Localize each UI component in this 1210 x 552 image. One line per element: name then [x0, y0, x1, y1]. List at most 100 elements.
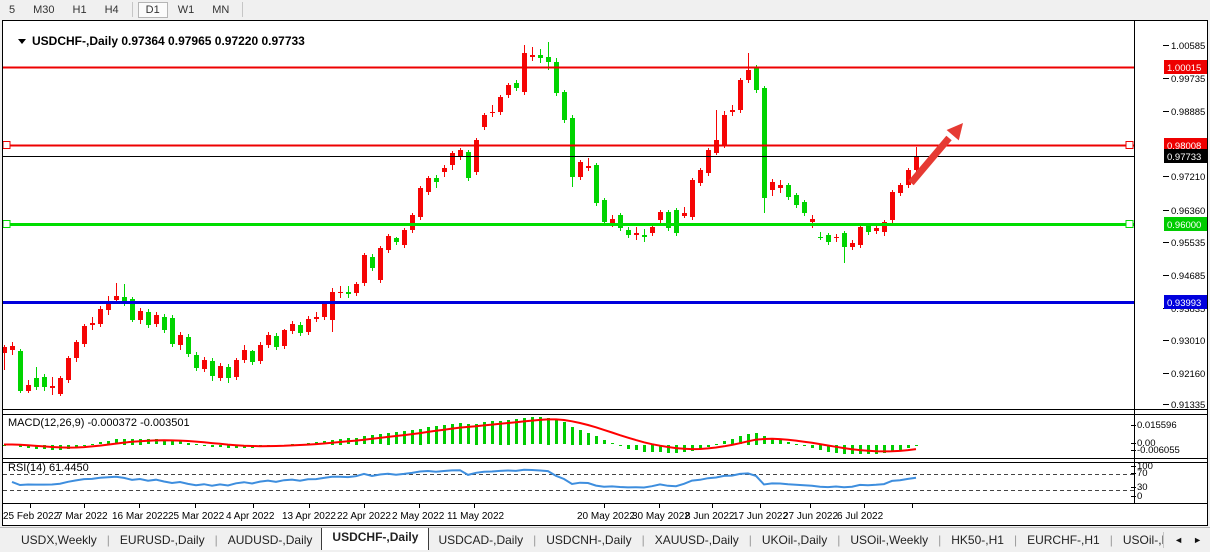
candle — [434, 178, 439, 182]
candle — [426, 178, 431, 192]
chart-tab-hk50-h1[interactable]: HK50-,H1 — [951, 533, 1004, 547]
date-axis-label: 6 Jul 2022 — [837, 511, 884, 522]
candle — [66, 358, 71, 380]
line-handle[interactable] — [3, 219, 11, 229]
candle — [458, 150, 463, 157]
macd-histogram-bar — [443, 425, 446, 444]
date-axis-label: 20 May 2022 — [577, 511, 635, 522]
candle — [706, 150, 711, 173]
candle — [50, 386, 55, 388]
candle — [554, 62, 559, 93]
chart-tab-audusd-daily[interactable]: AUDUSD-,Daily — [227, 533, 313, 547]
candle — [98, 309, 103, 324]
candle — [466, 152, 471, 178]
macd-histogram-bar — [99, 442, 102, 444]
candle — [858, 227, 863, 245]
candle — [442, 168, 447, 172]
candle — [778, 185, 783, 188]
timeframe-button-W1[interactable]: W1 — [177, 3, 195, 16]
macd-histogram-bar — [523, 418, 526, 445]
candle — [418, 188, 423, 217]
candle — [130, 299, 135, 320]
chart-tab-eurchf-h1[interactable]: EURCHF-,H1 — [1027, 533, 1100, 547]
candle — [378, 248, 383, 280]
chart-tab-usdcnh-daily[interactable]: USDCNH-,Daily — [546, 533, 632, 547]
macd-histogram-bar — [379, 434, 382, 444]
timeframe-button-M30[interactable]: M30 — [33, 3, 55, 16]
macd-histogram-bar — [875, 445, 878, 454]
rsi-line — [11, 468, 917, 489]
macd-histogram-bar — [203, 445, 206, 446]
candle — [842, 233, 847, 247]
macd-histogram-bar — [651, 445, 654, 452]
chart-tab-ukoil-daily[interactable]: UKOil-,Daily — [761, 533, 828, 547]
candle — [122, 297, 127, 304]
line-handle[interactable] — [1125, 140, 1134, 150]
macd-histogram-bar — [659, 445, 662, 452]
macd-histogram-bar — [27, 445, 30, 448]
candle — [906, 170, 911, 185]
chart-area[interactable]: USDCHF-,Daily 0.97364 0.97965 0.97220 0.… — [3, 21, 1207, 525]
candle — [506, 85, 511, 95]
timeframe-button-H1[interactable]: H1 — [72, 3, 87, 16]
symbol-dropdown-icon[interactable] — [18, 39, 26, 44]
candle — [266, 335, 271, 345]
candle — [194, 355, 199, 368]
timeframe-button-H4[interactable]: H4 — [104, 3, 119, 16]
macd-histogram-bar — [155, 439, 158, 444]
tab-separator: | — [1109, 533, 1113, 547]
macd-label: MACD(12,26,9) -0.000372 -0.003501 — [8, 417, 190, 429]
price-axis-label: 0.99735 — [1171, 74, 1205, 85]
chart-tab-eurusd-daily[interactable]: EURUSD-,Daily — [119, 533, 205, 547]
candle — [202, 360, 207, 369]
candle — [890, 192, 895, 220]
macd-histogram-bar — [827, 445, 830, 452]
price-badge — [1164, 149, 1207, 163]
timeframe-button-D1[interactable]: D1 — [137, 1, 168, 18]
arrow-annotation[interactable] — [908, 135, 952, 186]
tab-scroll-right-button[interactable]: ► — [1193, 535, 1202, 545]
candle — [226, 367, 231, 378]
chart-tab-usdcad-daily[interactable]: USDCAD-,Daily — [438, 533, 524, 547]
candle — [402, 230, 407, 245]
arrow-annotation-head[interactable] — [946, 123, 963, 141]
candle — [802, 202, 807, 213]
candle — [114, 296, 119, 300]
line-handle[interactable] — [1125, 219, 1134, 229]
price-axis-label: 0.98885 — [1171, 107, 1205, 118]
candle — [866, 225, 871, 232]
macd-histogram-bar — [507, 420, 510, 445]
tab-separator: | — [1013, 533, 1018, 547]
date-axis-label: 22 Apr 2022 — [337, 511, 391, 522]
chart-tab-usdchf-daily[interactable]: USDCHF-,Daily — [321, 528, 430, 550]
candle — [82, 326, 87, 344]
macd-histogram-bar — [195, 444, 198, 445]
macd-histogram-bar — [835, 445, 838, 453]
chart-tab-xauusd-daily[interactable]: XAUUSD-,Daily — [654, 533, 739, 547]
chart-tab-usdx-weekly[interactable]: USDX,Weekly — [21, 533, 97, 547]
chart-tab-usoil-weekly[interactable]: USOil-,Weekly — [850, 533, 929, 547]
macd-histogram-bar — [579, 430, 582, 445]
tab-scroll-left-button[interactable]: ◄ — [1174, 535, 1184, 545]
date-axis-label: 11 May 2022 — [447, 511, 505, 522]
candle — [562, 92, 567, 120]
chart-tab-usoil-h[interactable]: USOil-,H — [1122, 533, 1163, 547]
candle — [362, 255, 367, 283]
macd-histogram-bar — [115, 439, 118, 444]
timeframe-button-5[interactable]: 5 — [9, 3, 16, 16]
date-axis-label: 27 Jun 2022 — [783, 511, 838, 522]
candle — [626, 230, 631, 235]
candle — [850, 243, 855, 247]
macd-histogram-bar — [387, 433, 390, 445]
indicator-axis-label: 0.00 — [1137, 438, 1156, 449]
price-axis-label: 0.93010 — [1171, 336, 1205, 347]
line-handle[interactable] — [3, 140, 11, 150]
timeframe-button-MN[interactable]: MN — [212, 3, 230, 16]
candle — [338, 292, 343, 293]
candle — [354, 284, 359, 293]
price-badge — [1164, 60, 1207, 74]
macd-histogram-bar — [795, 444, 798, 445]
candle — [154, 315, 159, 324]
candle — [322, 304, 327, 317]
candle — [610, 219, 615, 224]
